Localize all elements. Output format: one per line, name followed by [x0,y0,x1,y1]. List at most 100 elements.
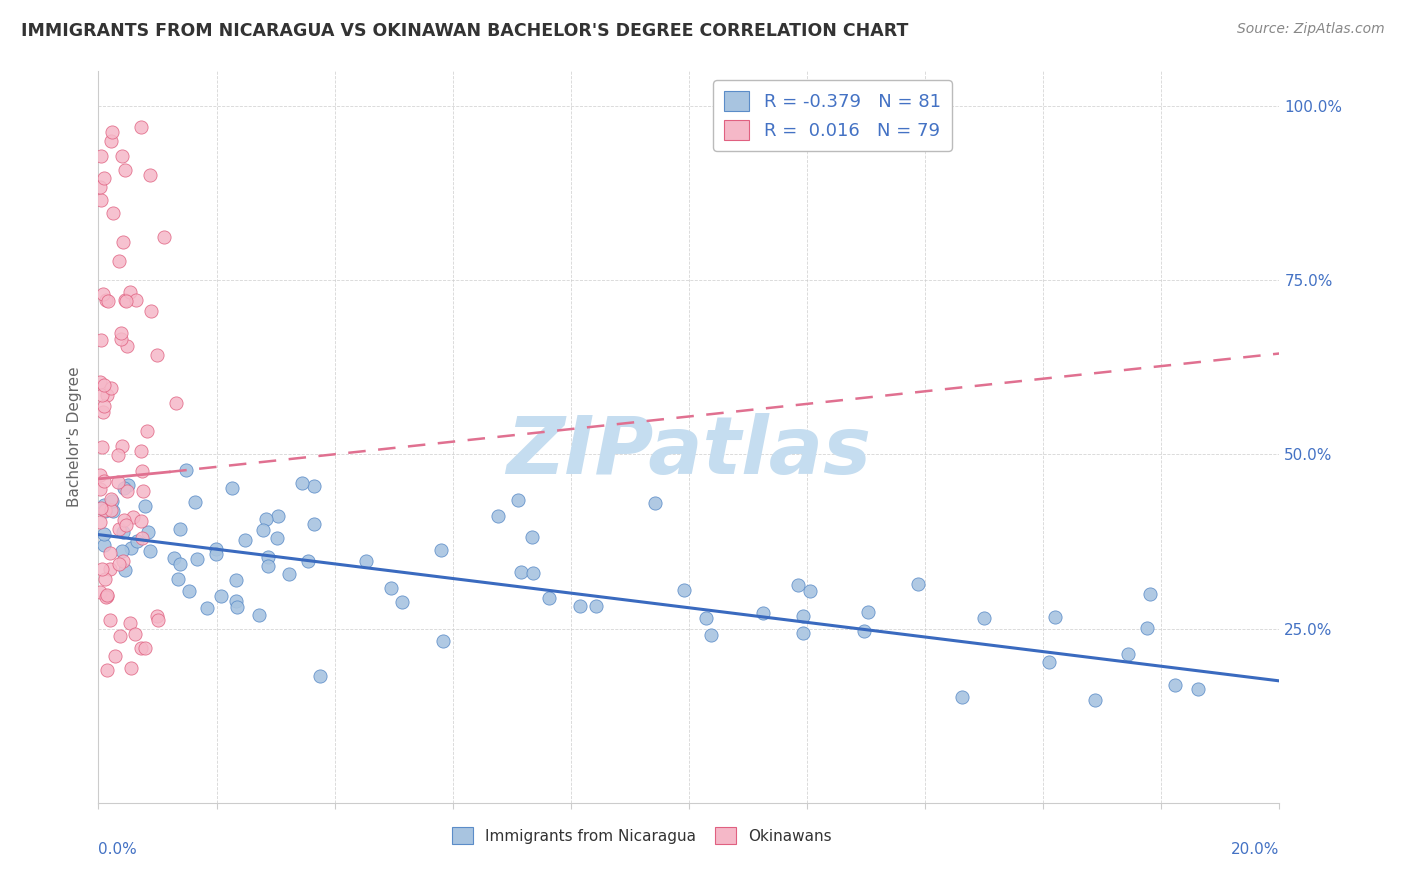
Point [93,474,115,488]
Point [90,193,112,207]
Point [91,405,114,419]
Point [107,448,129,462]
Point [169,522,191,536]
Point [585,599,607,613]
Point [89,482,111,496]
Point [186,552,208,566]
Point [93,538,115,552]
Point [91,440,114,454]
Point [96,589,118,603]
Point [486,509,509,524]
Point [89,376,111,390]
Point [114,293,136,308]
Point [509,565,531,579]
Point [94,502,117,516]
Point [118,285,141,299]
Point [89,515,111,529]
Point [115,483,138,498]
Point [122,509,145,524]
Point [391,595,413,609]
Point [132,484,155,499]
Point [110,332,132,346]
Point [114,293,136,307]
Point [291,476,314,491]
Point [163,551,186,566]
Point [167,572,190,586]
Point [112,235,135,250]
Point [1084,693,1107,707]
Point [302,479,325,493]
Point [221,481,243,495]
Point [205,547,228,561]
Point [131,465,153,479]
Point [98,546,121,560]
Point [522,566,544,581]
Point [108,254,131,268]
Point [792,625,814,640]
Point [110,149,132,163]
Point [100,381,122,395]
Text: IMMIGRANTS FROM NICARAGUA VS OKINAWAN BACHELOR'S DEGREE CORRELATION CHART: IMMIGRANTS FROM NICARAGUA VS OKINAWAN BA… [21,22,908,40]
Point [169,557,191,571]
Point [195,600,218,615]
Point [266,531,288,545]
Point [120,615,142,630]
Point [131,531,153,545]
Point [1136,621,1159,635]
Point [184,495,207,509]
Point [125,293,148,307]
Point [114,563,136,577]
Point [112,554,135,568]
Point [792,608,814,623]
Point [100,134,122,148]
Point [93,400,115,414]
Point [380,582,402,596]
Point [117,339,139,353]
Point [257,550,280,565]
Point [93,377,115,392]
Point [131,120,153,135]
Point [145,348,167,362]
Point [799,583,821,598]
Point [96,388,118,402]
Point [429,542,451,557]
Point [98,613,121,627]
Point [950,690,973,705]
Point [100,503,122,517]
Point [107,557,129,571]
Point [506,493,529,508]
Point [90,501,112,516]
Point [209,590,232,604]
Point [89,180,111,194]
Point [101,206,124,220]
Point [117,477,139,491]
Point [91,287,114,301]
Point [96,293,118,307]
Point [112,513,135,527]
Point [120,661,142,675]
Point [115,518,138,533]
Point [108,629,131,643]
Point [1116,647,1139,661]
Point [856,605,879,619]
Point [93,171,115,186]
Point [89,468,111,483]
Point [107,522,129,536]
Point [96,589,118,603]
Point [110,326,132,340]
Point [124,626,146,640]
Point [90,562,112,576]
Point [644,496,666,510]
Point [225,594,247,608]
Text: 0.0%: 0.0% [98,842,138,856]
Point [89,584,111,599]
Point [136,425,159,439]
Point [111,524,134,539]
Point [973,611,995,625]
Point [537,591,560,605]
Point [136,525,159,540]
Point [110,439,132,453]
Point [1043,610,1066,624]
Point [520,530,543,544]
Point [91,388,114,402]
